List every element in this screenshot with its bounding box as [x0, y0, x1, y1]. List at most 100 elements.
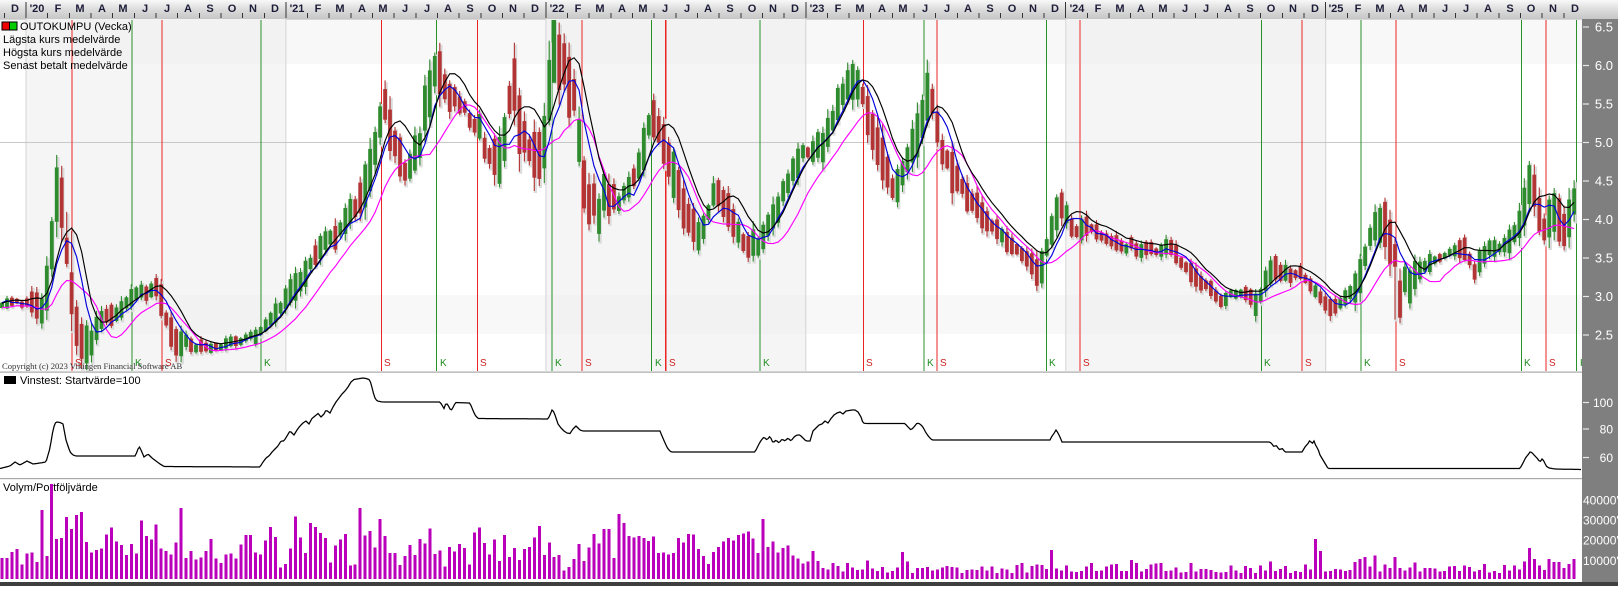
svg-text:'20: '20 [30, 3, 45, 15]
svg-text:S: S [206, 3, 213, 15]
svg-text:3.0: 3.0 [1595, 289, 1613, 304]
svg-text:D: D [1311, 3, 1319, 15]
svg-text:M: M [855, 3, 864, 15]
svg-text:F: F [55, 3, 62, 15]
svg-text:N: N [509, 3, 517, 15]
svg-text:F: F [315, 3, 322, 15]
svg-text:'25: '25 [1329, 3, 1344, 15]
svg-text:A: A [878, 3, 886, 15]
svg-text:S: S [165, 358, 172, 369]
svg-text:S: S [585, 358, 592, 369]
svg-text:S: S [75, 358, 82, 369]
svg-text:S: S [1083, 358, 1090, 369]
svg-text:D: D [1571, 3, 1579, 15]
svg-text:20000': 20000' [1583, 534, 1618, 548]
svg-text:J: J [164, 3, 170, 15]
svg-text:A: A [618, 3, 626, 15]
svg-text:A: A [1224, 3, 1232, 15]
svg-text:K: K [655, 358, 662, 369]
svg-text:Vinstest: Startvärde=100: Vinstest: Startvärde=100 [20, 375, 141, 387]
svg-text:D: D [11, 3, 19, 15]
svg-text:40000': 40000' [1583, 494, 1618, 508]
svg-text:3.5: 3.5 [1595, 251, 1613, 266]
svg-text:30000': 30000' [1583, 514, 1618, 528]
svg-text:J: J [1463, 3, 1469, 15]
svg-text:D: D [271, 3, 279, 15]
svg-text:M: M [898, 3, 907, 15]
svg-text:S: S [669, 358, 676, 369]
svg-text:K: K [440, 358, 447, 369]
svg-text:O: O [1527, 3, 1536, 15]
svg-text:M: M [335, 3, 344, 15]
svg-text:'23: '23 [810, 3, 825, 15]
svg-text:O: O [488, 3, 497, 15]
svg-text:K: K [763, 358, 770, 369]
svg-text:J: J [1442, 3, 1448, 15]
svg-text:'24: '24 [1070, 3, 1086, 15]
svg-text:6.5: 6.5 [1595, 20, 1613, 35]
svg-text:4.0: 4.0 [1595, 212, 1613, 227]
svg-text:F: F [835, 3, 842, 15]
svg-text:J: J [1203, 3, 1209, 15]
svg-text:K: K [135, 358, 142, 369]
svg-text:60: 60 [1600, 451, 1614, 465]
svg-text:N: N [249, 3, 257, 15]
svg-text:'21: '21 [290, 3, 305, 15]
svg-text:J: J [944, 3, 950, 15]
svg-text:K: K [927, 358, 934, 369]
svg-text:S: S [1506, 3, 1513, 15]
svg-text:A: A [358, 3, 366, 15]
svg-text:2.5: 2.5 [1595, 328, 1613, 343]
svg-text:K: K [264, 358, 271, 369]
svg-text:10000': 10000' [1583, 554, 1618, 568]
svg-text:80: 80 [1600, 423, 1614, 437]
svg-text:O: O [1008, 3, 1017, 15]
svg-text:A: A [964, 3, 972, 15]
svg-text:A: A [444, 3, 452, 15]
svg-text:J: J [402, 3, 408, 15]
svg-text:F: F [1355, 3, 1362, 15]
svg-text:D: D [1051, 3, 1059, 15]
svg-text:S: S [1549, 358, 1556, 369]
svg-text:A: A [1397, 3, 1405, 15]
svg-text:S: S [466, 3, 473, 15]
svg-text:Copyright (c) 2023 Vikingen Fi: Copyright (c) 2023 Vikingen Financial So… [2, 361, 183, 371]
svg-text:A: A [1484, 3, 1492, 15]
svg-text:Högsta kurs medelvärde: Högsta kurs medelvärde [3, 47, 122, 59]
svg-text:J: J [1182, 3, 1188, 15]
svg-text:K: K [1049, 358, 1056, 369]
svg-text:J: J [424, 3, 430, 15]
svg-text:100: 100 [1593, 396, 1613, 410]
svg-text:A: A [98, 3, 106, 15]
svg-text:5.5: 5.5 [1595, 97, 1613, 112]
svg-text:S: S [940, 358, 947, 369]
svg-text:O: O [748, 3, 757, 15]
svg-text:N: N [1289, 3, 1297, 15]
svg-text:K: K [1364, 358, 1371, 369]
svg-text:S: S [726, 3, 733, 15]
svg-text:N: N [1549, 3, 1557, 15]
svg-text:J: J [684, 3, 690, 15]
svg-text:S: S [480, 358, 487, 369]
svg-text:A: A [704, 3, 712, 15]
svg-text:Senast betalt medelvärde: Senast betalt medelvärde [3, 60, 128, 72]
svg-text:J: J [922, 3, 928, 15]
svg-text:'22: '22 [550, 3, 565, 15]
svg-text:M: M [378, 3, 387, 15]
svg-text:S: S [866, 358, 873, 369]
svg-text:S: S [384, 358, 391, 369]
svg-text:N: N [1029, 3, 1037, 15]
svg-text:M: M [1158, 3, 1167, 15]
svg-text:M: M [1375, 3, 1384, 15]
svg-text:M: M [1418, 3, 1427, 15]
svg-text:S: S [986, 3, 993, 15]
svg-text:4.5: 4.5 [1595, 174, 1613, 189]
svg-text:F: F [1095, 3, 1102, 15]
svg-text:OUTOKUMPU (Vecka): OUTOKUMPU (Vecka) [20, 21, 132, 33]
svg-text:M: M [1115, 3, 1124, 15]
svg-text:A: A [1137, 3, 1145, 15]
svg-text:D: D [791, 3, 799, 15]
svg-text:S: S [1399, 358, 1406, 369]
svg-text:S: S [1246, 3, 1253, 15]
svg-text:O: O [228, 3, 237, 15]
